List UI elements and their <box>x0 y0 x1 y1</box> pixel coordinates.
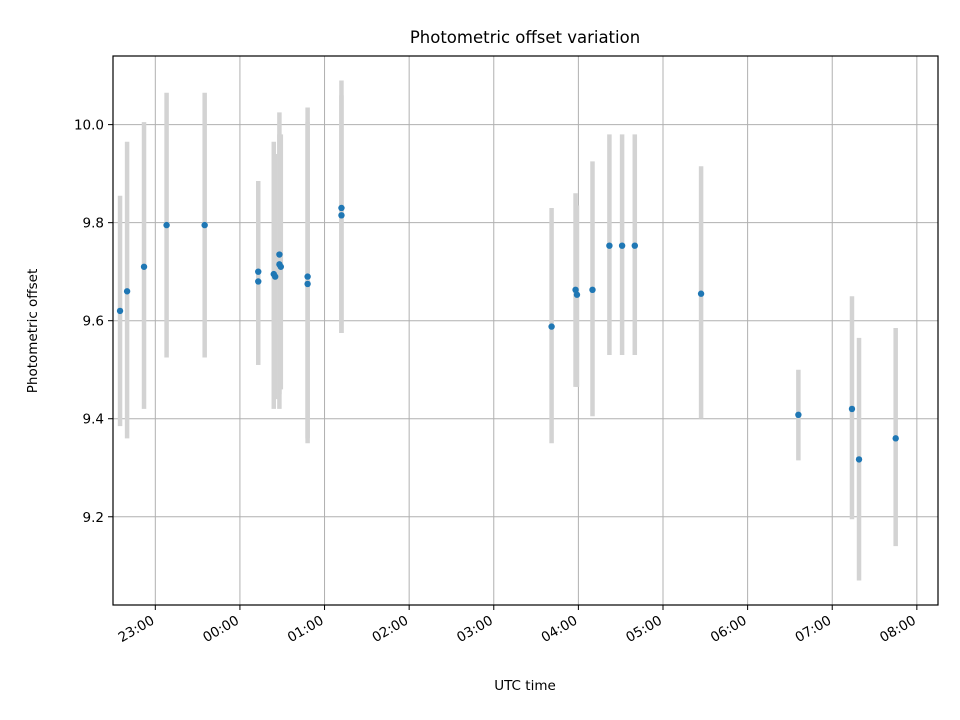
data-points <box>116 204 899 463</box>
data-point <box>271 273 279 280</box>
data-point <box>304 280 311 288</box>
data-point <box>892 435 899 442</box>
data-point <box>848 405 856 413</box>
y-axis-label: Photometric offset <box>25 269 41 393</box>
y-tick-label: 9.4 <box>83 412 104 428</box>
data-point <box>589 286 596 294</box>
data-point <box>855 456 863 463</box>
grid <box>113 56 938 605</box>
chart-title: Photometric offset variation <box>410 28 640 47</box>
x-axis-label: UTC time <box>494 678 556 694</box>
data-point <box>255 268 262 275</box>
data-point <box>618 242 626 249</box>
plot-area-frame <box>112 55 939 606</box>
data-point <box>255 278 262 285</box>
data-point <box>573 291 581 298</box>
y-tick-label: 10.0 <box>74 118 104 134</box>
data-point <box>606 242 613 249</box>
data-point <box>304 273 311 280</box>
y-tick-label: 9.2 <box>83 510 104 526</box>
data-point <box>338 204 345 212</box>
y-axis-ticks: 9.2 9.4 9.6 9.8 10.0 <box>74 118 113 526</box>
data-point <box>277 263 285 270</box>
y-tick-label: 9.6 <box>83 314 104 330</box>
y-tick-label: 9.8 <box>83 216 104 232</box>
data-point <box>338 212 345 219</box>
data-point <box>631 242 638 249</box>
data-point <box>123 288 131 295</box>
data-point <box>201 221 208 229</box>
data-point <box>116 307 124 315</box>
data-point <box>276 251 283 258</box>
data-point <box>697 290 705 297</box>
data-point <box>548 323 555 330</box>
data-point <box>572 286 579 294</box>
data-point <box>795 411 802 419</box>
data-point <box>140 263 148 270</box>
data-point <box>163 221 170 229</box>
